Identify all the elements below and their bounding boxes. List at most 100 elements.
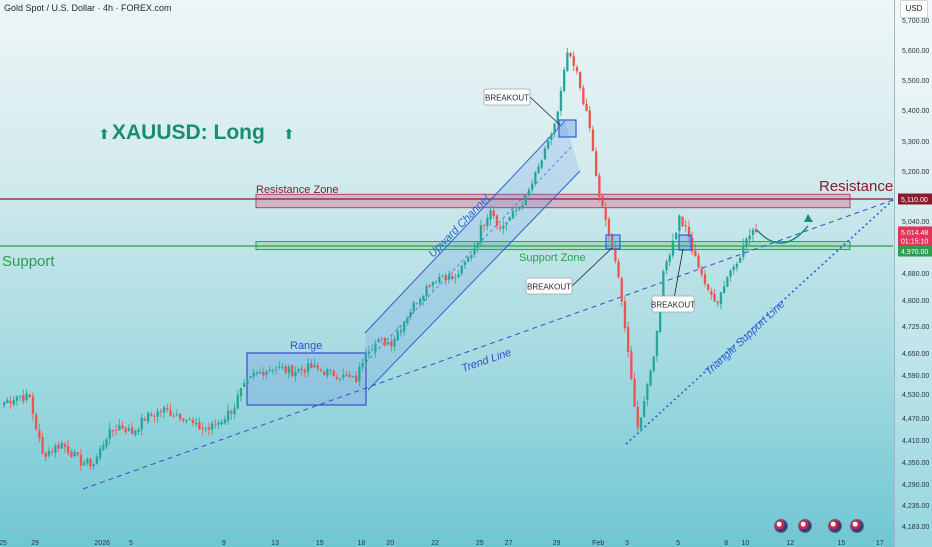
candle[interactable]	[668, 255, 671, 262]
candle[interactable]	[393, 338, 396, 347]
candle[interactable]	[623, 301, 627, 329]
candle[interactable]	[28, 394, 31, 398]
candle[interactable]	[399, 330, 403, 333]
candle[interactable]	[307, 363, 310, 373]
candle[interactable]	[348, 374, 351, 377]
candle[interactable]	[742, 245, 745, 258]
candle[interactable]	[396, 331, 399, 341]
candle[interactable]	[131, 427, 134, 435]
candle[interactable]	[627, 326, 630, 353]
candle[interactable]	[332, 370, 335, 377]
candle[interactable]	[447, 274, 451, 280]
candle[interactable]	[89, 459, 92, 467]
price-badge[interactable]	[898, 245, 932, 257]
candle[interactable]	[582, 87, 585, 105]
candle[interactable]	[713, 293, 716, 302]
candle[interactable]	[483, 225, 486, 226]
candle[interactable]	[86, 458, 89, 464]
candle[interactable]	[262, 371, 265, 376]
candle[interactable]	[140, 417, 143, 430]
candle[interactable]	[412, 302, 415, 312]
candle[interactable]	[284, 366, 287, 373]
candle[interactable]	[108, 428, 111, 439]
candle[interactable]	[147, 412, 150, 422]
candle[interactable]	[102, 445, 105, 450]
candle[interactable]	[265, 371, 268, 375]
candle[interactable]	[630, 351, 633, 379]
candle[interactable]	[451, 276, 454, 279]
candle[interactable]	[403, 322, 406, 332]
candle[interactable]	[291, 365, 294, 376]
candle[interactable]	[15, 396, 19, 401]
candle[interactable]	[355, 375, 358, 382]
channel-lower-line[interactable]	[367, 170, 581, 391]
candle[interactable]	[543, 148, 547, 160]
candle[interactable]	[694, 250, 697, 257]
breakout-label-box[interactable]	[525, 277, 573, 295]
candle[interactable]	[655, 330, 659, 356]
candle[interactable]	[204, 428, 207, 430]
candle[interactable]	[150, 413, 153, 416]
candle[interactable]	[217, 422, 220, 425]
candle[interactable]	[278, 367, 281, 368]
candle[interactable]	[3, 402, 6, 406]
candle[interactable]	[751, 229, 755, 236]
candle[interactable]	[502, 225, 505, 229]
candle[interactable]	[531, 183, 534, 190]
candle[interactable]	[643, 401, 646, 417]
candle[interactable]	[662, 271, 665, 299]
candle[interactable]	[569, 53, 572, 57]
candle[interactable]	[326, 369, 329, 376]
candle[interactable]	[207, 427, 211, 430]
candle[interactable]	[169, 409, 172, 416]
candle[interactable]	[54, 445, 57, 453]
candle[interactable]	[691, 237, 694, 252]
candle[interactable]	[387, 342, 390, 345]
candle[interactable]	[191, 419, 195, 424]
candle[interactable]	[710, 291, 713, 295]
price-axis[interactable]	[894, 0, 932, 547]
candle[interactable]	[511, 210, 515, 219]
candle[interactable]	[422, 295, 425, 301]
breakout-box[interactable]	[678, 234, 692, 251]
candle[interactable]	[300, 368, 303, 371]
candle[interactable]	[31, 396, 35, 414]
candle[interactable]	[339, 378, 342, 380]
candle[interactable]	[179, 413, 182, 420]
candle[interactable]	[489, 210, 492, 220]
candle[interactable]	[390, 341, 393, 347]
candle[interactable]	[127, 428, 131, 431]
candle[interactable]	[249, 375, 252, 379]
candle[interactable]	[457, 274, 460, 278]
candle[interactable]	[35, 414, 38, 430]
us-flag-event-icon[interactable]	[774, 519, 788, 533]
candle[interactable]	[409, 312, 412, 317]
candle[interactable]	[415, 303, 419, 305]
candle[interactable]	[153, 415, 156, 417]
candle[interactable]	[51, 451, 54, 453]
candle[interactable]	[268, 370, 271, 372]
candle[interactable]	[377, 339, 380, 343]
candle[interactable]	[550, 134, 553, 140]
candle[interactable]	[9, 401, 12, 403]
candle[interactable]	[214, 424, 217, 426]
candle[interactable]	[92, 464, 95, 467]
candle[interactable]	[611, 234, 614, 249]
candle[interactable]	[495, 215, 499, 227]
candle[interactable]	[553, 123, 556, 134]
candle[interactable]	[537, 166, 540, 173]
candle[interactable]	[620, 278, 623, 302]
candle[interactable]	[44, 452, 47, 457]
candle[interactable]	[748, 235, 751, 240]
candle[interactable]	[441, 275, 444, 277]
candle[interactable]	[406, 318, 409, 324]
candle[interactable]	[134, 430, 137, 435]
candle[interactable]	[700, 268, 703, 275]
candle[interactable]	[185, 419, 188, 422]
candle[interactable]	[729, 270, 732, 277]
candle[interactable]	[735, 263, 739, 268]
candle[interactable]	[22, 395, 25, 402]
candle[interactable]	[633, 378, 636, 407]
candle[interactable]	[166, 408, 169, 410]
candle[interactable]	[70, 451, 73, 458]
